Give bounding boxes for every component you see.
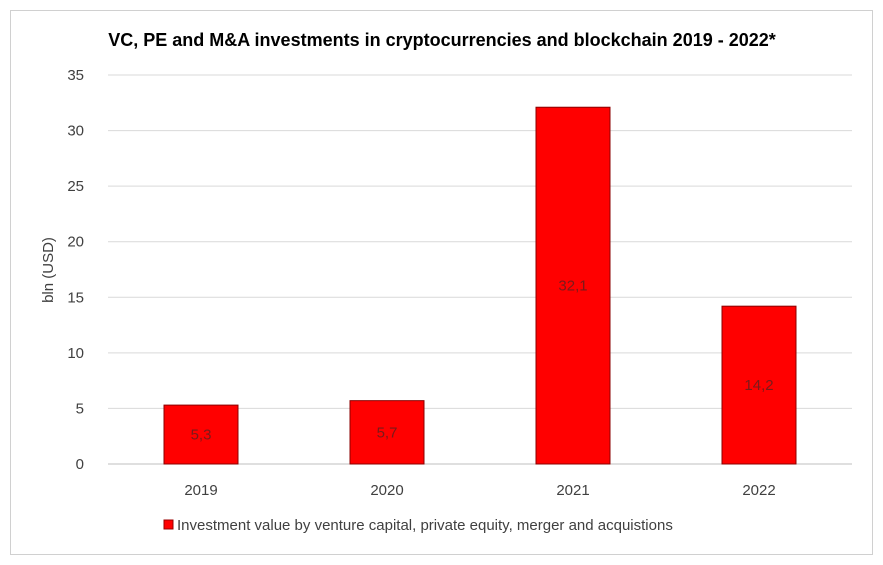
- y-tick-label: 35: [67, 67, 84, 84]
- data-label-2020: 5,7: [377, 424, 398, 441]
- data-label-2021: 32,1: [558, 278, 587, 295]
- data-labels: 5,3 5,7 32,1 14,2: [191, 278, 774, 444]
- y-tick-label: 30: [67, 123, 84, 140]
- bar-2022: [721, 305, 797, 465]
- y-tick-label: 0: [76, 456, 84, 473]
- legend-label: Investment value by venture capital, pri…: [177, 517, 673, 534]
- x-tick-label: 2021: [556, 482, 589, 499]
- y-tick-label: 10: [67, 345, 84, 362]
- y-tick-label: 25: [67, 178, 84, 195]
- data-label-2019: 5,3: [191, 427, 212, 444]
- bar-2021: [535, 106, 611, 465]
- y-tick-label: 5: [76, 400, 84, 417]
- x-tick-label: 2022: [742, 482, 775, 499]
- y-tick-label: 15: [67, 289, 84, 306]
- bar-2019: [163, 404, 239, 465]
- y-axis-ticks: 0 5 10 15 20 25 30 35: [67, 67, 84, 473]
- data-label-2022: 14,2: [744, 377, 773, 394]
- x-tick-label: 2019: [184, 482, 217, 499]
- legend: Investment value by venture capital, pri…: [163, 517, 673, 534]
- y-axis-label: bln (USD): [40, 237, 57, 303]
- bar-2020: [349, 400, 425, 465]
- x-tick-label: 2020: [370, 482, 403, 499]
- x-axis-ticks: 2019 2020 2021 2022: [184, 482, 775, 499]
- bars: [163, 106, 797, 465]
- legend-swatch: [163, 519, 174, 530]
- y-tick-label: 20: [67, 234, 84, 251]
- chart-title: VC, PE and M&A investments in cryptocurr…: [108, 30, 776, 50]
